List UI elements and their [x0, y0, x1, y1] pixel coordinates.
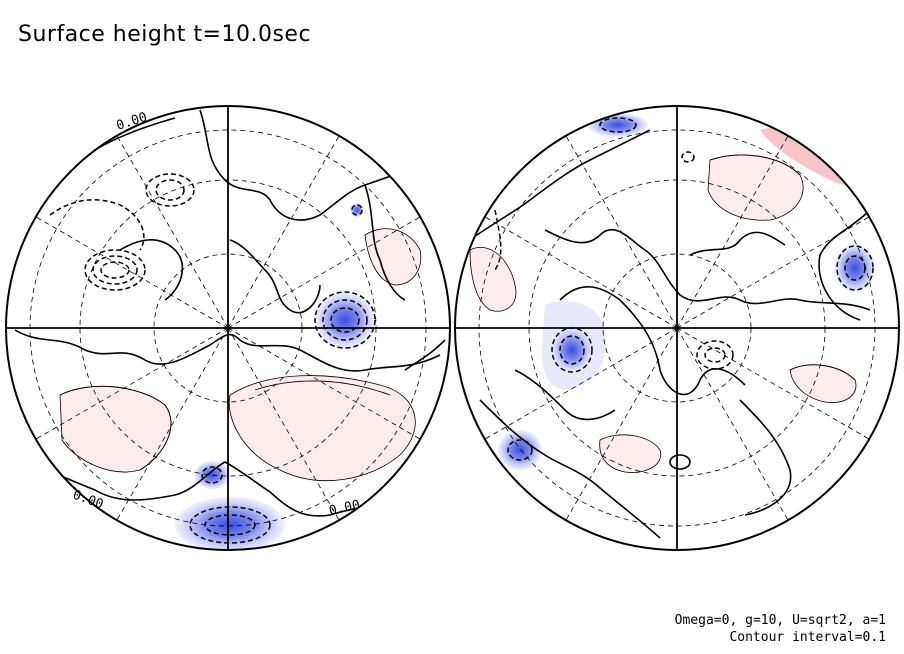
- negative-region: [350, 203, 364, 217]
- plot-caption: Omega=0, g=10, U=sqrt2, a=1 Contour inte…: [675, 612, 886, 646]
- contour-interval-text: Contour interval=0.1: [729, 630, 886, 645]
- positive-region: [707, 154, 804, 221]
- parameters-text: Omega=0, g=10, U=sqrt2, a=1: [674, 613, 886, 628]
- negative-region: [194, 461, 230, 489]
- positive-region: [469, 247, 517, 312]
- negative-region: [498, 430, 542, 470]
- contour-label: 0.00: [71, 488, 106, 513]
- right-hemisphere: [469, 113, 876, 539]
- positive-region: [789, 364, 857, 403]
- negative-region: [835, 244, 875, 292]
- negative-region: [552, 328, 592, 372]
- left-hemisphere: [14, 109, 446, 550]
- contour-label: 0.00: [115, 110, 149, 134]
- positive-region: [228, 375, 416, 481]
- contour-label: 0.00: [328, 498, 362, 519]
- plot-title: Surface height t=10.0sec: [18, 22, 312, 47]
- negative-region: [175, 497, 285, 550]
- positive-region: [599, 434, 662, 473]
